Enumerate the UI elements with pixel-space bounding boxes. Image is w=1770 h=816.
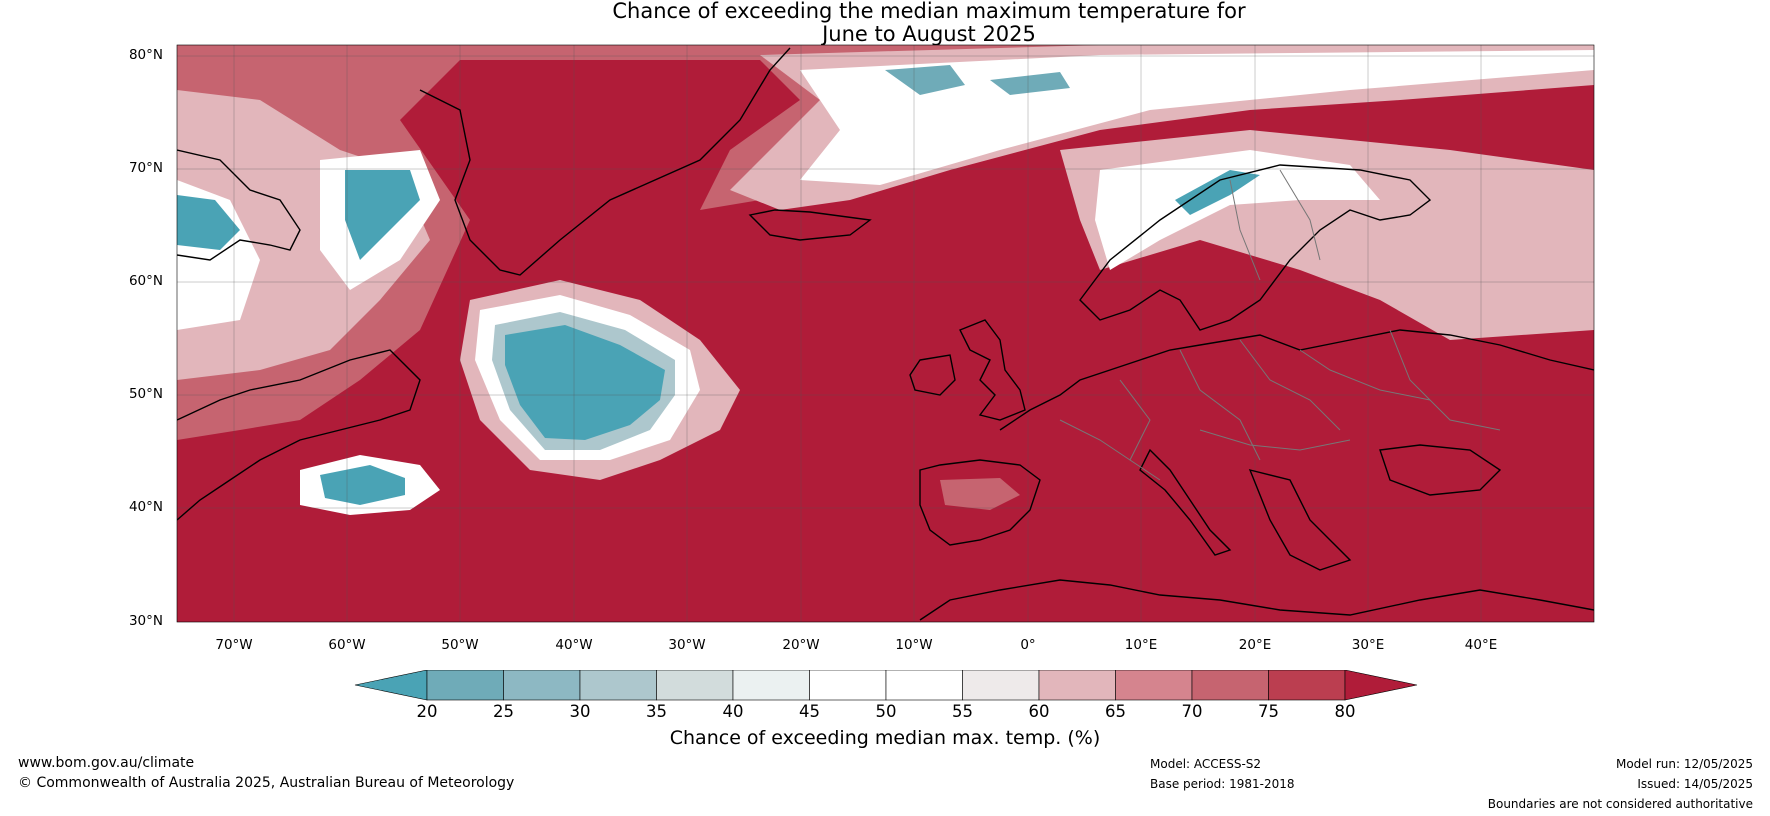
website-text: www.bom.gov.au/climate [18,755,195,771]
colorbar-label: Chance of exceeding median max. temp. (%… [669,727,1101,749]
disclaimer-text: Boundaries are not considered authoritat… [1487,797,1753,811]
iberia-patch [940,478,1020,510]
title-line-2: June to August 2025 [822,22,1036,46]
colorbar-segment [885,670,963,701]
colorbar-segment [656,670,734,701]
lon-label: 10°E [1124,637,1158,653]
lat-label: 30°N [128,613,163,629]
colorbar-tick-label: 20 [416,702,438,721]
lon-label: 40°E [1464,637,1498,653]
lat-label: 40°N [128,499,163,515]
colorbar-tick-label: 35 [646,702,667,721]
lat-label: 50°N [128,386,163,402]
lon-label: 10°W [895,637,933,653]
colorbar-segment [579,670,657,701]
italy-coast [1139,448,1232,556]
colorbar-tick-label: 70 [1181,702,1203,721]
copyright-text: © Commonwealth of Australia 2025, Austra… [18,775,515,791]
issued-text: Issued: 14/05/2025 [1637,777,1753,791]
labrador-coast [177,349,421,521]
lon-label: 30°W [668,637,706,653]
balkans-coast [1248,468,1352,571]
base-period-text: Base period: 1981-2018 [1150,777,1295,791]
europe-coast [999,329,1594,431]
western-atlantic-blue [320,465,405,505]
colorbar-segment [503,670,581,701]
lon-label: 20°E [1238,637,1272,653]
barents-blue-1 [885,65,965,95]
colorbar-segment [1038,670,1116,701]
lon-label: 20°W [782,637,820,653]
lon-label: 30°E [1351,637,1385,653]
country-borders [1059,169,1501,481]
lon-label: 40°W [555,637,593,653]
colorbar-segment [962,670,1040,701]
map-title: Chance of exceeding the median maximum t… [0,0,1770,46]
lon-label: 0° [1020,637,1036,653]
north-africa-coast [919,579,1594,621]
colorbar-extend-high [1344,670,1418,701]
iberia-coast [919,459,1041,546]
labrador-blue [177,195,240,250]
graticule [177,45,1594,622]
ireland-coast [909,354,956,396]
lat-label: 80°N [128,47,163,63]
baffin-coast [177,149,301,261]
colorbar-tick-label: 55 [952,702,973,721]
barents-blue-2 [990,72,1070,95]
black-sea-coast [1379,444,1502,496]
title-line-1: Chance of exceeding the median maximum t… [612,0,1246,23]
colorbar-tick-label: 30 [569,702,591,721]
colorbar-tick-label: 75 [1258,702,1279,721]
lon-label: 50°W [441,637,479,653]
colorbar-segment [426,670,504,701]
colorbar-tick-label: 60 [1028,702,1050,721]
colorbar-segment [1191,670,1269,701]
model-run-text: Model run: 12/05/2025 [1615,757,1753,771]
colorbar-segment [732,670,810,701]
greenland-coast [419,47,791,276]
colorbar [354,670,1418,701]
scandinavia-white [1095,150,1380,270]
baffin-blue [345,170,420,260]
britain-coast [959,319,1026,421]
scandinavia-coast [1079,164,1432,331]
lon-label: 70°W [215,637,253,653]
lat-label: 70°N [128,160,163,176]
colorbar-segment [1268,670,1346,701]
colorbar-tick-label: 80 [1334,702,1356,721]
model-text: Model: ACCESS-S2 [1150,757,1262,771]
colorbar-tick-label: 50 [875,702,897,721]
colorbar-tick-label: 25 [493,702,514,721]
coastlines [177,47,1594,621]
atlantic-anomaly-blue [505,325,665,440]
colorbar-extend-low [354,670,428,701]
lon-label: 60°W [328,637,366,653]
map-frame [176,44,1595,623]
colorbar-tick-label: 65 [1105,702,1126,721]
colorbar-tick-label: 40 [722,702,744,721]
colorbar-tick-label: 45 [799,702,820,721]
lat-label: 60°N [128,273,163,289]
forecast-map [176,44,1595,623]
scandinavia-blue [1175,170,1260,215]
iceland-coast [748,209,872,241]
colorbar-segment [1115,670,1193,701]
colorbar-segment [809,670,887,701]
